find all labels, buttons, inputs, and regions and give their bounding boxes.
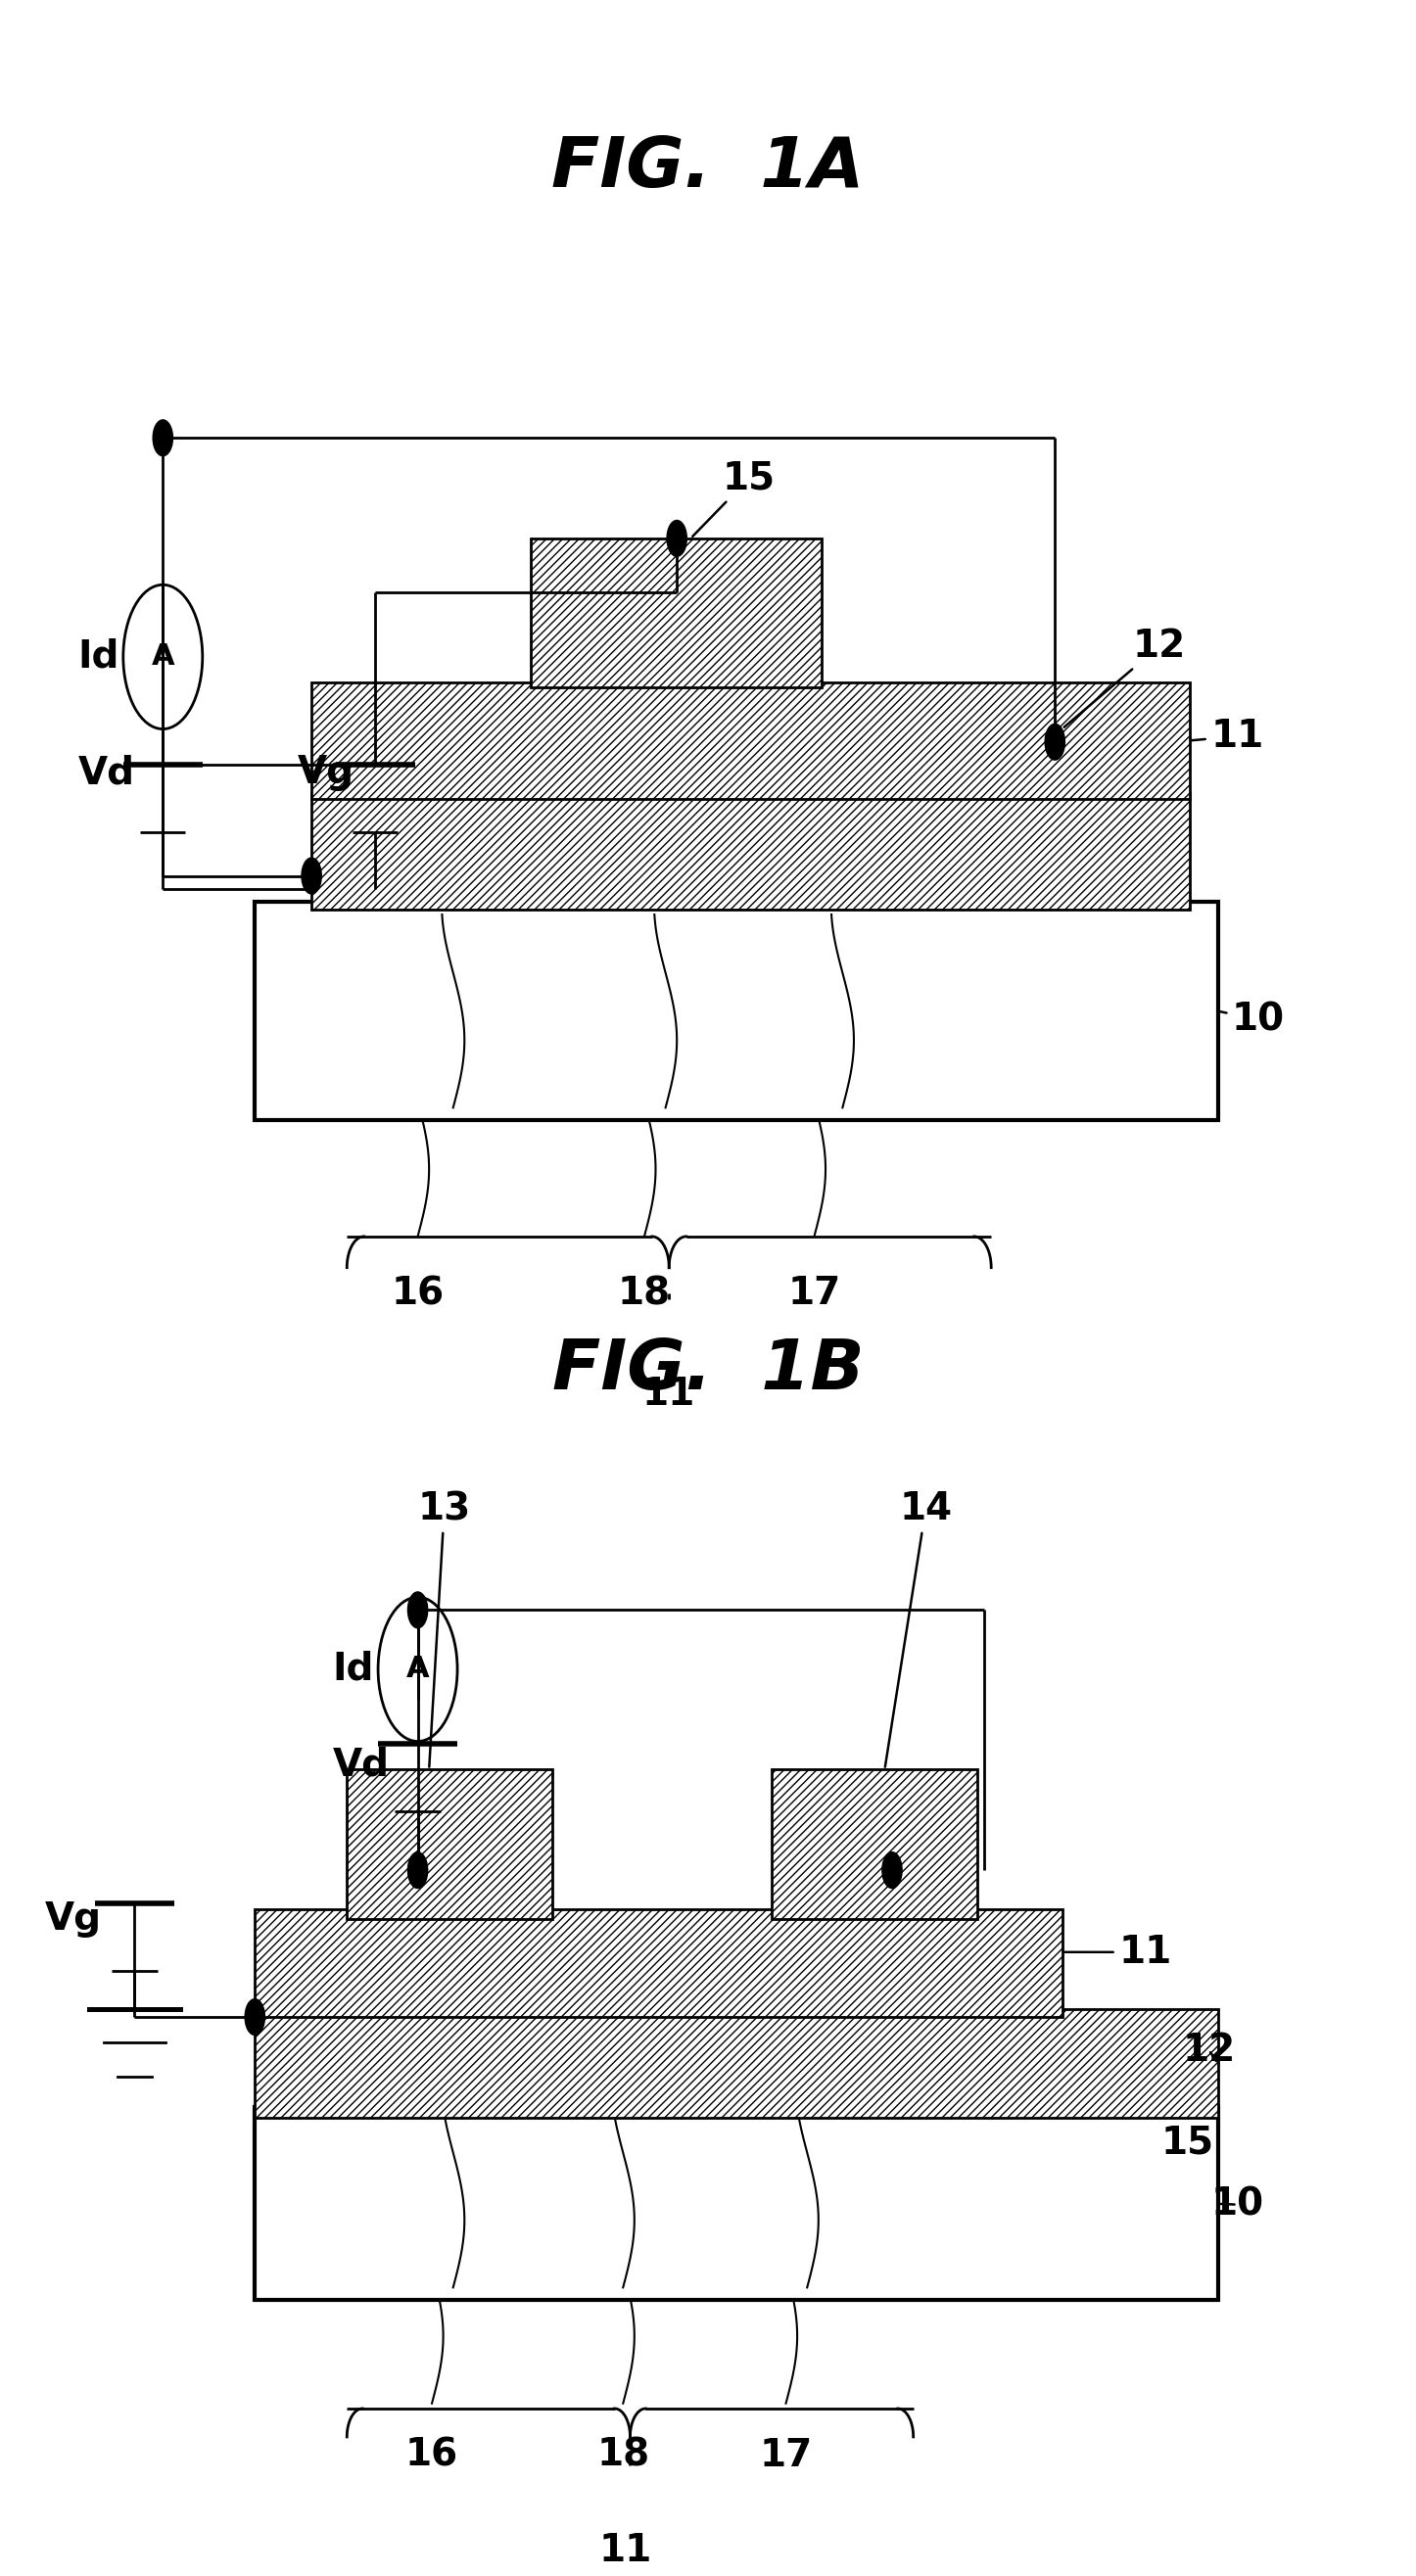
Text: A: A — [152, 641, 174, 672]
Bar — [312, 683, 1189, 799]
Circle shape — [302, 858, 321, 894]
Text: 14: 14 — [885, 1492, 952, 1767]
Text: A: A — [406, 1654, 429, 1685]
Bar — [255, 902, 1218, 1121]
Bar — [772, 1770, 977, 1919]
Text: 12: 12 — [1063, 629, 1187, 726]
Bar — [255, 2107, 1218, 2300]
Bar — [347, 1770, 552, 1919]
Text: 16: 16 — [405, 2437, 459, 2473]
Circle shape — [245, 1999, 265, 2035]
Text: 11: 11 — [599, 2532, 653, 2568]
Text: FIG.  1B: FIG. 1B — [552, 1337, 864, 1404]
Text: 13: 13 — [418, 1492, 472, 1767]
Text: 10: 10 — [1221, 1002, 1284, 1038]
Text: 15: 15 — [1161, 2125, 1214, 2161]
Text: 15: 15 — [692, 461, 775, 536]
Circle shape — [153, 420, 173, 456]
Text: 12: 12 — [1182, 2032, 1236, 2069]
Text: 11: 11 — [641, 1376, 695, 1412]
Text: Vg: Vg — [297, 755, 354, 791]
Text: Id: Id — [78, 639, 119, 675]
Text: Vd: Vd — [78, 755, 135, 791]
Text: 11: 11 — [1065, 1935, 1172, 1971]
Bar — [255, 1909, 1062, 2017]
Text: 10: 10 — [1211, 2187, 1263, 2223]
Text: 18: 18 — [596, 2437, 650, 2473]
Text: 11: 11 — [1192, 719, 1264, 755]
Circle shape — [1045, 724, 1065, 760]
Circle shape — [408, 1592, 428, 1628]
Circle shape — [408, 1852, 428, 1888]
Bar — [531, 538, 821, 688]
Text: Vg: Vg — [45, 1901, 102, 1937]
Circle shape — [882, 1852, 902, 1888]
Bar — [255, 2009, 1218, 2117]
Text: FIG.  1A: FIG. 1A — [552, 134, 864, 201]
Bar — [312, 793, 1189, 909]
Text: 16: 16 — [391, 1275, 445, 1311]
Text: 17: 17 — [759, 2437, 813, 2473]
Text: Vd: Vd — [333, 1747, 389, 1783]
Text: 18: 18 — [617, 1275, 671, 1311]
Circle shape — [667, 520, 687, 556]
Text: 17: 17 — [787, 1275, 841, 1311]
Text: Id: Id — [333, 1651, 374, 1687]
